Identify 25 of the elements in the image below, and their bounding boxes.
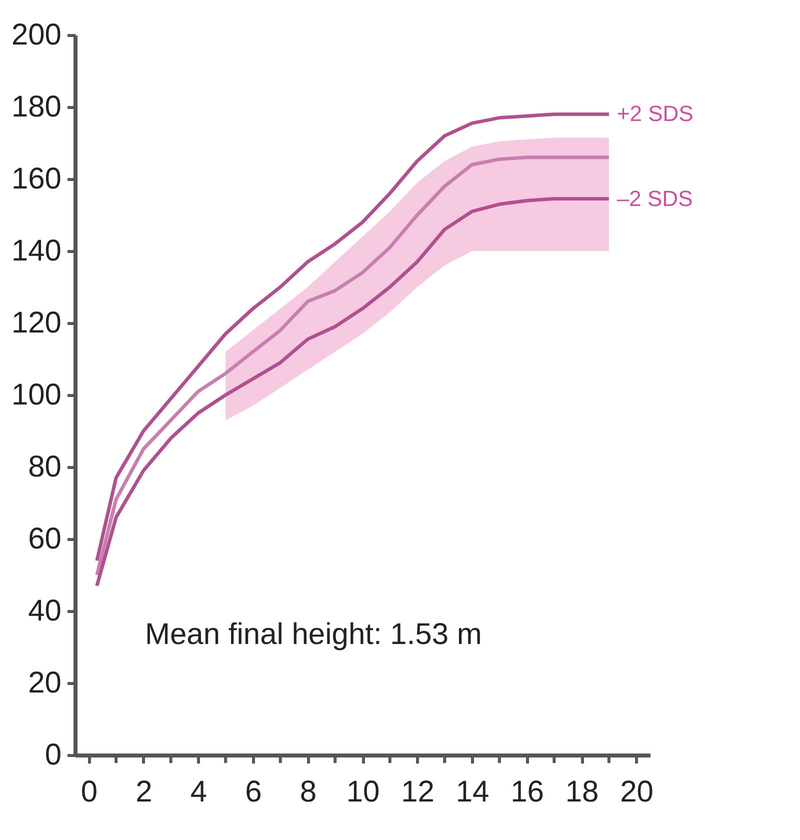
- y-tick-label: 100: [11, 378, 62, 412]
- x-tick-label: 6: [245, 776, 262, 808]
- x-tick-label: 8: [300, 776, 317, 808]
- y-tick-label: 20: [28, 666, 62, 700]
- x-tick-label: 16: [510, 776, 544, 808]
- x-tick-label: 18: [565, 776, 599, 808]
- series-label: –2 SDS: [616, 186, 693, 211]
- x-tick-label: 14: [456, 776, 490, 808]
- y-tick-label: 80: [28, 450, 62, 484]
- y-tick-label: 180: [11, 90, 62, 124]
- annotation: Mean final height: 1.53 m: [145, 618, 482, 651]
- y-tick-label: 120: [11, 306, 62, 340]
- x-tick-label: 20: [620, 776, 654, 808]
- y-tick-label: 40: [28, 594, 62, 628]
- y-tick-label: 140: [11, 234, 62, 268]
- y-tick-label: 60: [28, 522, 62, 556]
- y-tick-label: 200: [11, 18, 62, 52]
- x-tick-label: 0: [80, 776, 98, 808]
- x-tick-label: 4: [190, 776, 208, 808]
- x-tick-label: 12: [401, 776, 434, 808]
- series-label: +2 SDS: [616, 101, 694, 126]
- y-tick-label: 0: [44, 738, 62, 772]
- x-tick-label: 10: [346, 776, 380, 808]
- y-tick-label: 160: [11, 162, 62, 196]
- x-tick-label: 2: [136, 776, 152, 808]
